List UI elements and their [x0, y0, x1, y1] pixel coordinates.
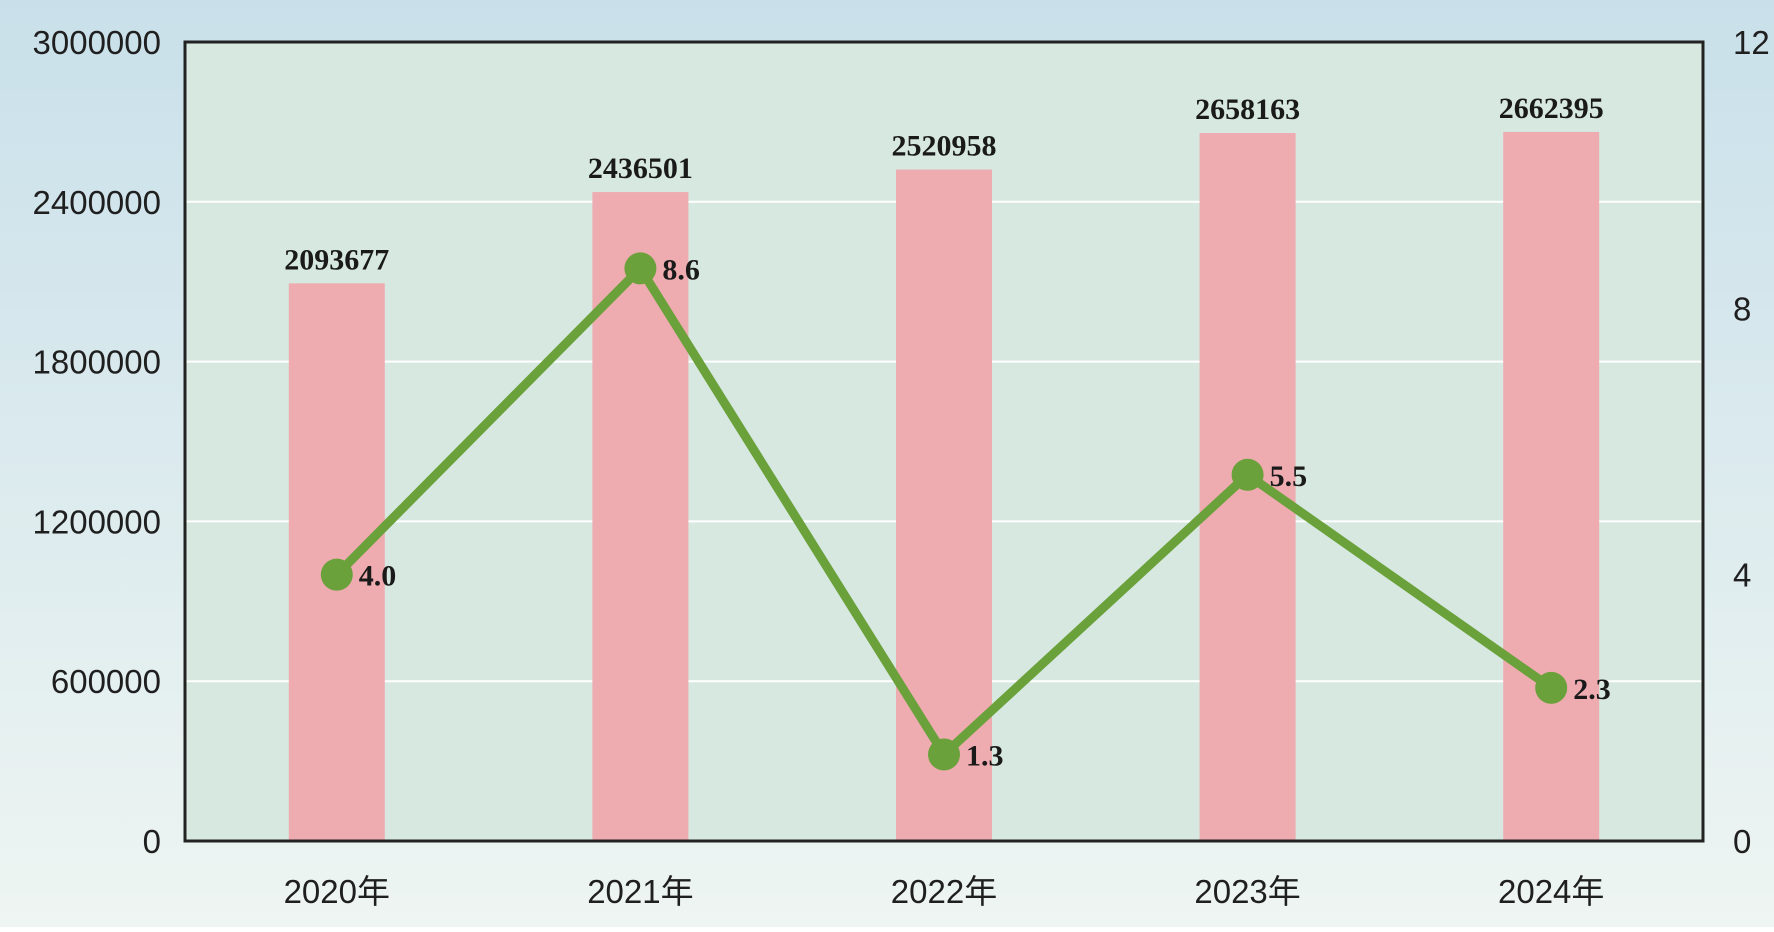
- line-label-0: 4.0: [359, 560, 397, 593]
- line-label-2: 1.3: [966, 739, 1004, 772]
- plot-frame: [183, 40, 1705, 843]
- plot-border: [183, 40, 1705, 843]
- left-axis: 0 600000 1200000 1800000 2400000 3000000: [33, 24, 161, 860]
- bar-series: [288, 131, 1600, 842]
- bar-label-4: 2662395: [1499, 92, 1604, 125]
- line-label-1: 8.6: [662, 253, 700, 286]
- right-tick-label-2: 8: [1733, 290, 1751, 327]
- left-tick-label-2: 1200000: [33, 503, 161, 540]
- x-tick-label-2: 2022年: [891, 873, 997, 910]
- bar-4: [1503, 131, 1600, 841]
- right-tick-label-1: 4: [1733, 557, 1751, 594]
- x-tick-label-1: 2021年: [587, 873, 693, 910]
- left-tick-label-1: 600000: [51, 663, 161, 700]
- right-tick-label-3: 12: [1733, 24, 1770, 61]
- bar-label-1: 2436501: [588, 152, 693, 185]
- right-axis: 0 4 8 12: [1733, 24, 1770, 860]
- line-point-1: [624, 252, 657, 285]
- line-label-3: 5.5: [1270, 460, 1308, 493]
- left-tick-label-5: 3000000: [33, 24, 161, 61]
- line-value-labels: 4.0 8.6 1.3 5.5 2.3: [359, 253, 1611, 772]
- bar-value-labels: 2093677 2436501 2520958 2658163 2662395: [284, 92, 1603, 276]
- left-tick-label-4: 2400000: [33, 184, 161, 221]
- x-axis: 2020年 2021年 2022年 2023年 2024年: [284, 873, 1605, 910]
- left-tick-label-0: 0: [143, 823, 161, 860]
- x-tick-label-3: 2023年: [1194, 873, 1300, 910]
- line-point-3: [1231, 458, 1264, 491]
- bar-label-3: 2658163: [1195, 93, 1300, 126]
- line-label-4: 2.3: [1573, 673, 1611, 706]
- left-tick-label-3: 1800000: [33, 344, 161, 381]
- line-series: [320, 252, 1568, 771]
- x-tick-label-4: 2024年: [1498, 873, 1604, 910]
- bar-label-2: 2520958: [892, 130, 997, 163]
- right-tick-label-0: 0: [1733, 823, 1751, 860]
- x-tick-label-0: 2020年: [284, 873, 390, 910]
- line-point-4: [1535, 671, 1568, 704]
- line-point-2: [928, 738, 960, 771]
- bar-label-0: 2093677: [284, 243, 389, 276]
- line-point-0: [320, 558, 353, 591]
- bar-1: [592, 192, 689, 842]
